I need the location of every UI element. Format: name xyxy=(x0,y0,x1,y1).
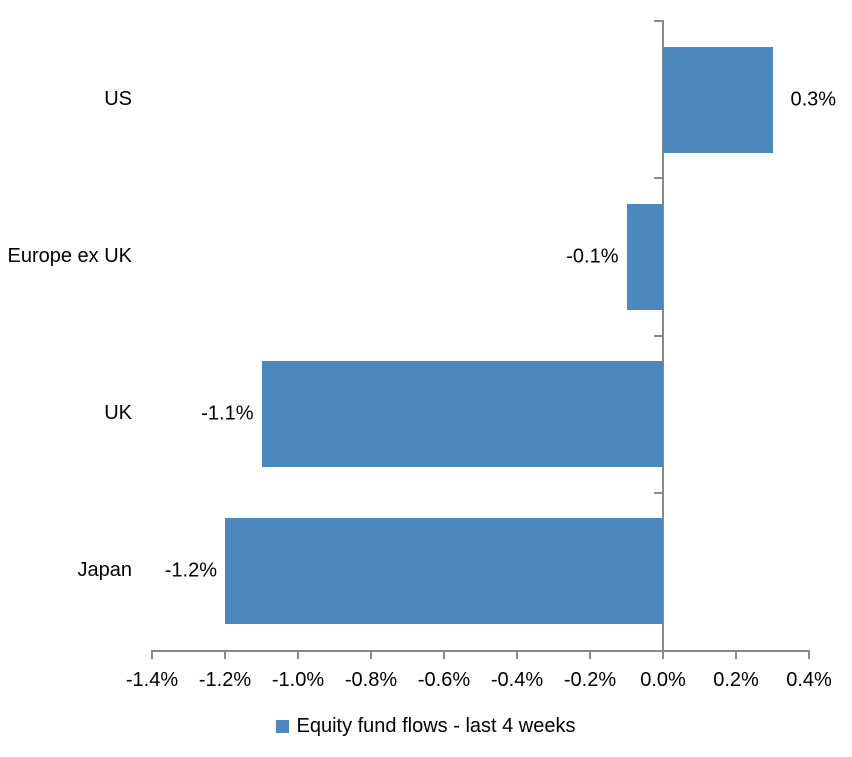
x-axis-tick xyxy=(662,650,664,659)
x-axis-tick-label: -0.6% xyxy=(417,669,471,691)
x-axis-tick-label: -1.2% xyxy=(198,669,252,691)
category-label-uk: UK xyxy=(104,402,132,425)
x-axis-tick xyxy=(297,650,299,659)
x-axis-tick xyxy=(808,650,810,659)
legend-label: Equity fund flows - last 4 weeks xyxy=(296,714,576,737)
x-axis-tick-label: 0.2% xyxy=(713,669,759,691)
data-label-us: 0.3% xyxy=(790,88,837,111)
x-axis-tick xyxy=(516,650,518,659)
bar-uk xyxy=(261,361,663,468)
x-axis-tick xyxy=(443,650,445,659)
x-axis-tick xyxy=(151,650,153,659)
x-axis-tick xyxy=(735,650,737,659)
category-label-us: US xyxy=(104,87,132,110)
data-label-uk: -1.1% xyxy=(201,402,254,425)
x-axis-tick-label: -1.4% xyxy=(125,669,179,691)
category-axis-tick xyxy=(654,177,664,180)
zero-axis-line xyxy=(662,21,664,652)
category-label-japan: Japan xyxy=(77,559,133,582)
x-axis-tick-label: -0.2% xyxy=(563,669,617,691)
category-label-europe-ex-uk: Europe ex UK xyxy=(7,244,132,267)
x-axis-line xyxy=(151,650,810,652)
x-axis-tick xyxy=(370,650,372,659)
category-axis-tick xyxy=(654,20,664,22)
bar-us xyxy=(663,46,773,153)
category-axis-tick xyxy=(654,334,664,337)
x-axis-tick xyxy=(224,650,226,659)
bar-japan xyxy=(225,518,663,625)
x-axis-tick-label: 0.0% xyxy=(640,669,686,691)
legend: Equity fund flows - last 4 weeks xyxy=(0,710,852,742)
x-axis-tick-label: 0.4% xyxy=(786,669,832,691)
bar-europe-ex-uk xyxy=(626,203,663,310)
data-label-japan: -1.2% xyxy=(164,559,217,582)
x-axis-tick-label: -0.4% xyxy=(490,669,544,691)
x-axis-tick-label: -0.8% xyxy=(344,669,398,691)
category-axis-tick xyxy=(654,491,664,494)
x-axis-tick-label: -1.0% xyxy=(271,669,325,691)
data-label-europe-ex-uk: -0.1% xyxy=(566,245,619,268)
legend-marker-icon xyxy=(276,719,290,733)
x-axis-tick xyxy=(589,650,591,659)
